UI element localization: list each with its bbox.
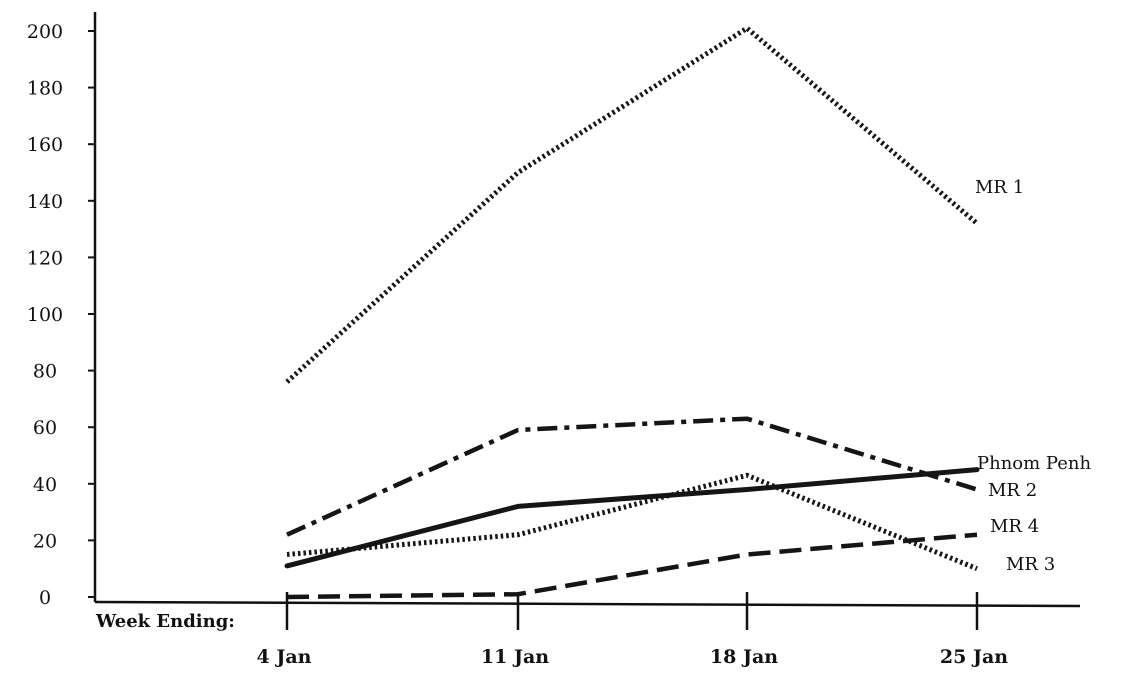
series-line-mr-3 [286,472,978,572]
series-label-mr-2: MR 2 [988,480,1037,501]
x-tick-label: 25 Jan [940,646,1008,668]
series-labels: MR 1 Phnom Penh MR 2 MR 4 MR 3 [975,177,1091,575]
series-line-mr-1 [285,25,979,384]
x-axis-title: Week Ending: [95,611,235,632]
x-axis-line [94,600,1081,608]
series-line-mr-2 [286,416,978,537]
series-label-mr-1: MR 1 [975,177,1024,198]
y-tick-label: 180 [27,78,63,100]
x-axis-ticks: 4 Jan 11 Jan 18 Jan 25 Jan [257,592,1008,668]
x-tick-label: 4 Jan [257,646,312,668]
y-tick-label: 60 [33,417,57,439]
y-tick-label: 100 [27,304,63,326]
series-label-mr-4: MR 4 [990,516,1039,537]
y-tick-label: 20 [33,530,57,552]
y-tick-label: 160 [27,134,63,156]
y-axis-ticks: 0 20 40 60 80 100 120 140 160 180 200 [27,21,96,609]
y-tick-label: 140 [27,191,63,213]
series-lines [284,25,980,600]
x-tick-label: 18 Jan [710,646,778,668]
series-label-mr-3: MR 3 [1006,554,1055,575]
y-tick-label: 200 [27,21,63,43]
y-tick-label: 120 [27,247,63,269]
y-tick-label: 80 [33,361,57,383]
series-label-phnom-penh: Phnom Penh [977,453,1091,474]
y-tick-label: 0 [39,587,51,609]
x-tick-label: 11 Jan [481,646,549,668]
y-tick-label: 40 [33,474,57,496]
series-line-phnom-penh [284,467,980,569]
series-line-mr-4 [286,532,978,600]
